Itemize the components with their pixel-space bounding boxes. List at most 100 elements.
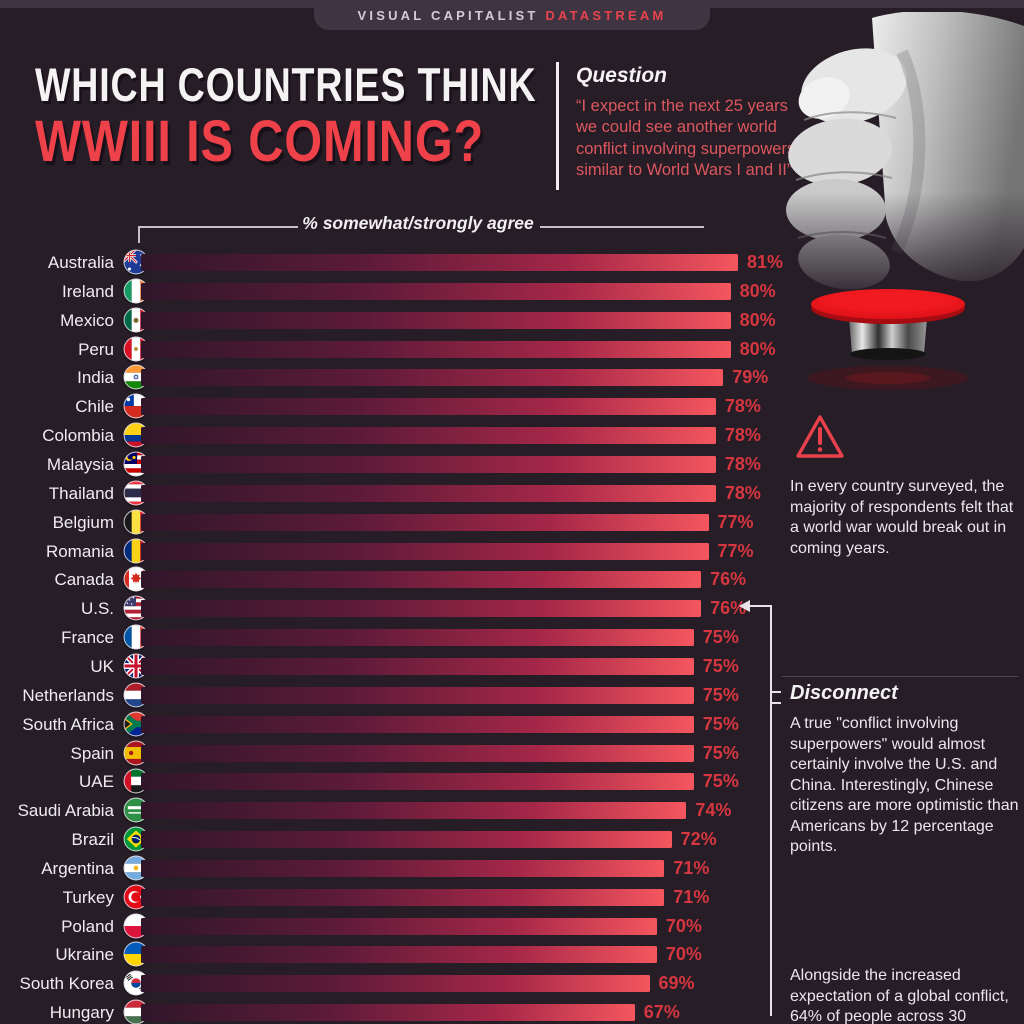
chart-row: Canada 76% xyxy=(0,565,800,594)
chart-row: Argentina 71% xyxy=(0,854,800,883)
chart-row: Chile 78% xyxy=(0,392,800,421)
disconnect-title: Disconnect xyxy=(790,682,898,704)
brand-name: VISUAL CAPITALIST xyxy=(357,8,539,23)
bar xyxy=(141,600,702,618)
connector-horizontal xyxy=(749,605,772,607)
header-rule-left xyxy=(138,226,298,228)
value-label: 71% xyxy=(673,857,710,878)
value-label: 69% xyxy=(658,973,695,994)
title-line-2: WWIII IS COMING? xyxy=(35,109,485,175)
bar xyxy=(141,946,657,964)
value-label: 75% xyxy=(702,655,739,676)
bar xyxy=(141,254,738,271)
chart-row: Australia 81% xyxy=(0,248,800,277)
page-title: WHICH COUNTRIES THINK WWIII IS COMING? xyxy=(35,60,662,171)
connector-tick-top xyxy=(770,691,781,693)
bar xyxy=(141,513,709,531)
footnote-text: Alongside the increased expectation of a… xyxy=(790,967,1009,1024)
bar xyxy=(141,773,694,791)
country-label: Argentina xyxy=(41,858,114,878)
chart-row: UAE 75% xyxy=(0,767,800,796)
chart-row: Peru 80% xyxy=(0,335,800,364)
chart-row: Hungary 67% xyxy=(0,998,800,1024)
chart-row: Ukraine 70% xyxy=(0,940,800,969)
country-label: France xyxy=(61,628,114,648)
bar xyxy=(141,427,716,445)
bar xyxy=(141,456,716,473)
country-label: Peru xyxy=(78,339,114,359)
country-label: Saudi Arabia xyxy=(17,801,114,821)
chart-rows: Australia 81% Ireland 80% Mexico 80% Peru 80% In… xyxy=(0,248,800,1024)
chart-row: Spain 75% xyxy=(0,739,800,768)
axis-label: % somewhat/strongly agree xyxy=(302,213,534,233)
country-label: Romania xyxy=(45,541,114,561)
country-label: Malaysia xyxy=(46,455,114,474)
value-label: 71% xyxy=(673,886,710,907)
country-label: Ireland xyxy=(62,281,114,301)
value-label: 74% xyxy=(695,800,732,821)
value-label: 77% xyxy=(717,511,754,532)
value-label: 72% xyxy=(680,829,717,849)
value-label: 80% xyxy=(739,309,776,330)
connector-vertical xyxy=(770,605,772,1016)
chart-row: Turkey 71% xyxy=(0,883,800,912)
flag-icon xyxy=(123,364,149,390)
header-rule-right xyxy=(540,226,704,228)
chart-row: U.S. 76% xyxy=(0,594,800,623)
fist-graphic xyxy=(784,12,1024,304)
value-label: 76% xyxy=(710,598,747,619)
value-label: 77% xyxy=(717,540,754,561)
country-label: South Korea xyxy=(19,974,114,994)
chart-row: India 79% xyxy=(0,363,800,392)
value-label: 75% xyxy=(702,627,739,648)
country-label: Ukraine xyxy=(55,945,114,965)
chart-row: Colombia 78% xyxy=(0,421,800,450)
value-label: 78% xyxy=(724,482,761,503)
header-rule-corner xyxy=(138,226,140,243)
arrow-left-icon xyxy=(739,600,750,612)
question-text: “I expect in the next 25 years we could … xyxy=(576,97,796,180)
product-name: DATASTREAM xyxy=(545,8,667,23)
value-label: 75% xyxy=(702,713,739,734)
bar xyxy=(141,571,702,589)
connector-tick-bottom xyxy=(770,702,781,704)
fist-and-red-button-photo xyxy=(784,12,1024,390)
chart-row: South Africa 75% xyxy=(0,710,800,739)
warning-text: In every country surveyed, the majority … xyxy=(790,478,1014,557)
chart-row: UK 75% xyxy=(0,652,800,681)
bar xyxy=(141,484,716,502)
country-label: Belgium xyxy=(52,512,114,532)
country-label: Australia xyxy=(47,253,114,272)
chart-row: Netherlands 75% xyxy=(0,681,800,710)
country-label: Thailand xyxy=(48,483,114,503)
value-label: 70% xyxy=(665,915,702,936)
country-label: Hungary xyxy=(49,1003,114,1023)
value-label: 75% xyxy=(702,684,739,705)
value-label: 79% xyxy=(732,367,769,388)
question-block: Question “I expect in the next 25 years … xyxy=(576,64,798,182)
chart-row: Saudi Arabia 74% xyxy=(0,796,800,825)
chart-row: South Korea 69% xyxy=(0,969,800,998)
chart-row: Poland 70% xyxy=(0,912,800,941)
bar xyxy=(141,340,731,358)
chart-row: Belgium 77% xyxy=(0,508,800,537)
country-label: Turkey xyxy=(62,887,114,907)
country-label: UAE xyxy=(79,772,114,792)
country-label: Netherlands xyxy=(22,685,114,705)
disconnect-divider xyxy=(782,676,1018,677)
red-button-graphic xyxy=(808,289,968,390)
bar xyxy=(141,975,650,993)
value-label: 75% xyxy=(702,742,739,763)
value-label: 75% xyxy=(702,771,739,792)
bar xyxy=(141,398,716,416)
bar xyxy=(141,282,731,300)
chart-row: Thailand 78% xyxy=(0,479,800,508)
value-label: 78% xyxy=(724,454,761,474)
bar xyxy=(141,831,672,848)
bar xyxy=(141,802,687,820)
bar xyxy=(141,744,694,762)
bar xyxy=(141,917,657,935)
chart-row: Mexico 80% xyxy=(0,306,800,335)
country-label: Brazil xyxy=(71,830,114,849)
